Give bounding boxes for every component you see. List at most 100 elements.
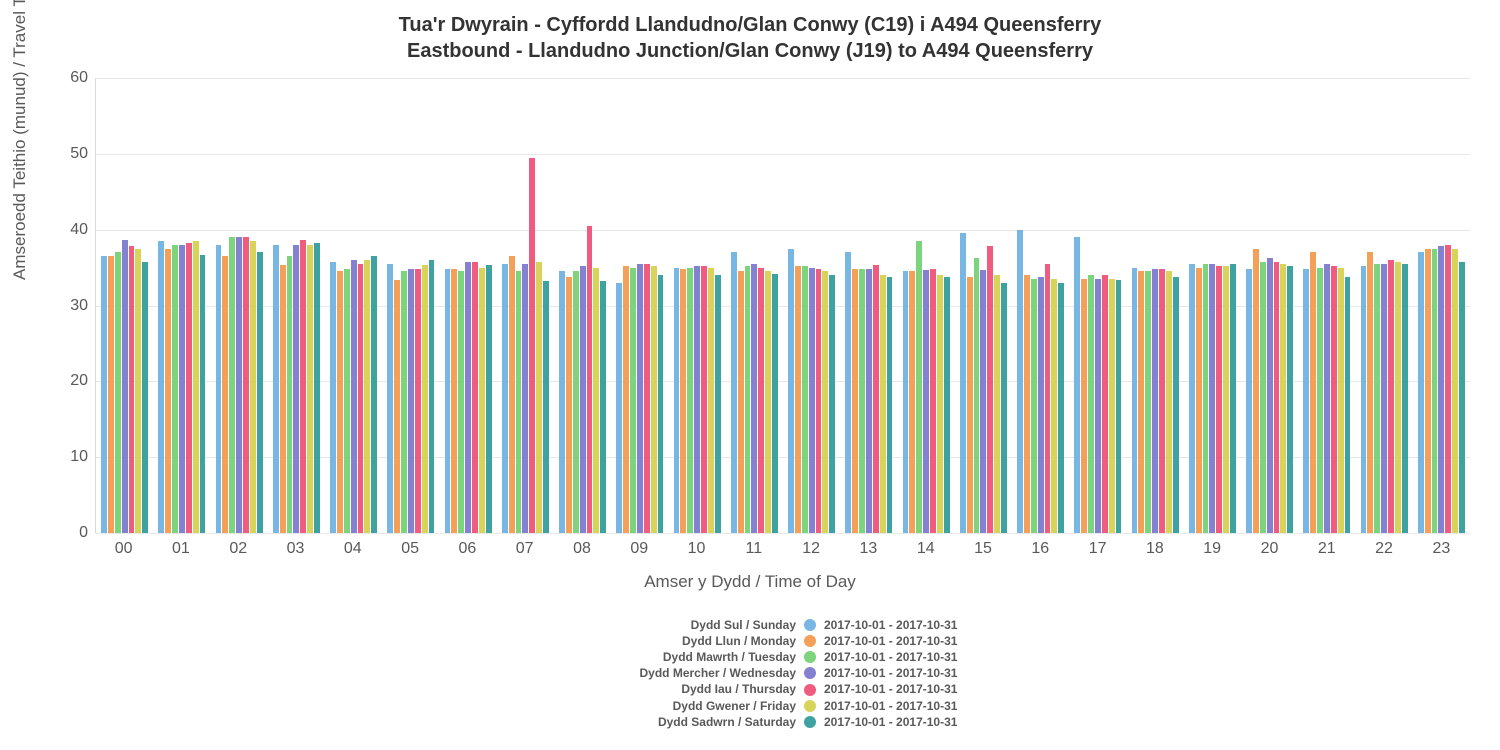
- bar: [1173, 277, 1179, 533]
- bar: [1166, 271, 1172, 533]
- bar: [909, 271, 915, 533]
- legend-swatch: [804, 716, 816, 728]
- bar: [216, 245, 222, 533]
- bar: [866, 269, 872, 533]
- bar: [651, 266, 657, 533]
- bar: [364, 260, 370, 533]
- hour-group: [955, 233, 1012, 533]
- hour-group: [382, 260, 439, 533]
- bar: [644, 264, 650, 533]
- bar: [479, 268, 485, 533]
- x-tick-label: 14: [906, 540, 946, 558]
- legend-row: Dydd Gwener / Friday2017-10-01 - 2017-10…: [486, 698, 1014, 714]
- bar: [788, 249, 794, 533]
- bar: [687, 268, 693, 533]
- bar: [1402, 264, 1408, 533]
- bar: [694, 266, 700, 533]
- bar: [200, 255, 206, 533]
- chart-title: Tua'r Dwyrain - Cyffordd Llandudno/Glan …: [0, 12, 1500, 64]
- bar: [1116, 280, 1122, 533]
- bar: [1445, 245, 1451, 533]
- bar: [472, 262, 478, 533]
- hour-group: [726, 252, 783, 533]
- x-axis-label: Amser y Dydd / Time of Day: [0, 572, 1500, 592]
- bar: [859, 269, 865, 533]
- bar: [1074, 237, 1080, 533]
- x-tick-label: 20: [1249, 540, 1289, 558]
- bar: [944, 277, 950, 533]
- x-tick-label: 01: [161, 540, 201, 558]
- bar: [715, 275, 721, 533]
- bar: [903, 271, 909, 533]
- bar: [1230, 264, 1236, 533]
- bar: [960, 233, 966, 533]
- bar: [522, 264, 528, 533]
- bar: [394, 280, 400, 533]
- bar: [1017, 230, 1023, 533]
- x-tick-label: 10: [677, 540, 717, 558]
- bar: [280, 265, 286, 533]
- bar: [300, 240, 306, 533]
- legend-series-name: Dydd Gwener / Friday: [486, 698, 796, 714]
- x-tick-label: 05: [390, 540, 430, 558]
- bar: [1145, 271, 1151, 533]
- bar: [1452, 249, 1458, 533]
- bar: [101, 256, 107, 533]
- bar: [1152, 269, 1158, 533]
- bar: [179, 245, 185, 533]
- bar: [758, 268, 764, 533]
- bar: [1024, 275, 1030, 533]
- bar: [1324, 264, 1330, 533]
- hour-group: [325, 256, 382, 533]
- bar: [536, 262, 542, 533]
- hour-group: [554, 226, 611, 533]
- bar: [873, 265, 879, 533]
- bar: [1425, 249, 1431, 533]
- x-tick-label: 04: [333, 540, 373, 558]
- x-tick-label: 22: [1364, 540, 1404, 558]
- bar: [1267, 258, 1273, 533]
- bar: [600, 281, 606, 533]
- y-tick-label: 10: [48, 448, 88, 466]
- bar: [1338, 268, 1344, 533]
- bar: [1196, 268, 1202, 533]
- bar: [916, 241, 922, 533]
- x-tick-label: 19: [1192, 540, 1232, 558]
- bar: [937, 275, 943, 533]
- title-line-1: Tua'r Dwyrain - Cyffordd Llandudno/Glan …: [399, 14, 1102, 36]
- bar: [738, 271, 744, 533]
- legend-swatch: [804, 667, 816, 679]
- hour-group: [1356, 252, 1413, 533]
- bar: [486, 265, 492, 533]
- bar: [1246, 269, 1252, 533]
- bar: [1159, 269, 1165, 533]
- bar: [344, 269, 350, 533]
- bar: [1388, 260, 1394, 533]
- legend-row: Dydd Sadwrn / Saturday2017-10-01 - 2017-…: [486, 714, 1014, 730]
- bar: [616, 283, 622, 533]
- x-tick-label: 09: [619, 540, 659, 558]
- bar: [802, 266, 808, 533]
- hour-group: [783, 249, 840, 533]
- bar: [222, 256, 228, 533]
- bar: [1287, 266, 1293, 533]
- bar: [930, 269, 936, 533]
- x-tick-label: 02: [218, 540, 258, 558]
- y-tick-label: 40: [48, 221, 88, 239]
- plot-area: [95, 78, 1470, 533]
- legend-date-range: 2017-10-01 - 2017-10-31: [824, 665, 1014, 681]
- bar: [502, 264, 508, 533]
- bar: [165, 249, 171, 533]
- bar: [422, 265, 428, 533]
- bar: [358, 264, 364, 533]
- bar: [745, 266, 751, 533]
- legend-series-name: Dydd Sul / Sunday: [486, 617, 796, 633]
- bar: [287, 256, 293, 533]
- bar: [257, 252, 263, 533]
- bar: [243, 237, 249, 533]
- legend-series-name: Dydd Sadwrn / Saturday: [486, 714, 796, 730]
- bar: [193, 241, 199, 533]
- y-tick-label: 20: [48, 372, 88, 390]
- x-tick-label: 17: [1078, 540, 1118, 558]
- bar: [816, 269, 822, 533]
